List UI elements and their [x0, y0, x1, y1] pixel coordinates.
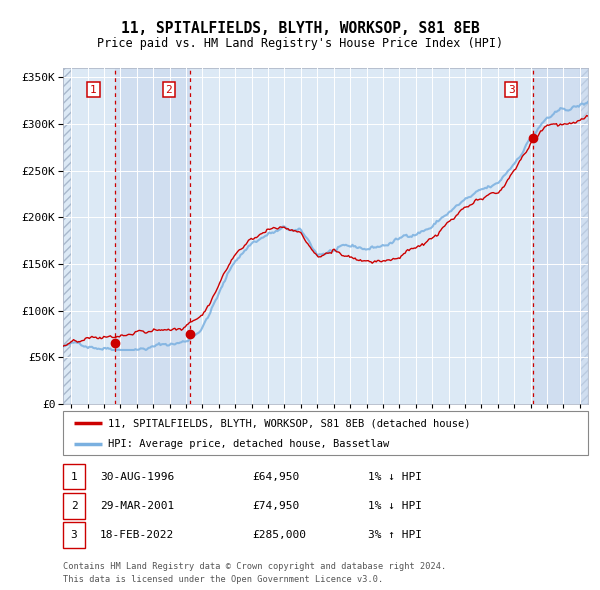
- Text: Contains HM Land Registry data © Crown copyright and database right 2024.: Contains HM Land Registry data © Crown c…: [63, 562, 446, 571]
- Text: This data is licensed under the Open Government Licence v3.0.: This data is licensed under the Open Gov…: [63, 575, 383, 584]
- Text: 11, SPITALFIELDS, BLYTH, WORKSOP, S81 8EB (detached house): 11, SPITALFIELDS, BLYTH, WORKSOP, S81 8E…: [107, 418, 470, 428]
- Text: 1% ↓ HPI: 1% ↓ HPI: [367, 471, 421, 481]
- Text: 3: 3: [508, 85, 515, 95]
- Text: 3% ↑ HPI: 3% ↑ HPI: [367, 530, 421, 540]
- Text: 30-AUG-1996: 30-AUG-1996: [100, 471, 174, 481]
- Text: 2: 2: [71, 501, 77, 511]
- Bar: [63, 493, 85, 519]
- Text: £285,000: £285,000: [252, 530, 306, 540]
- Bar: [115, 68, 190, 404]
- Text: 29-MAR-2001: 29-MAR-2001: [100, 501, 174, 511]
- Bar: [63, 464, 85, 490]
- Bar: [533, 68, 588, 404]
- Bar: [580, 68, 588, 404]
- Bar: [63, 522, 85, 548]
- Text: 11, SPITALFIELDS, BLYTH, WORKSOP, S81 8EB: 11, SPITALFIELDS, BLYTH, WORKSOP, S81 8E…: [121, 21, 479, 35]
- Text: HPI: Average price, detached house, Bassetlaw: HPI: Average price, detached house, Bass…: [107, 440, 389, 450]
- Text: 3: 3: [71, 530, 77, 540]
- Text: £64,950: £64,950: [252, 471, 299, 481]
- Text: 1: 1: [90, 85, 97, 95]
- Text: Price paid vs. HM Land Registry's House Price Index (HPI): Price paid vs. HM Land Registry's House …: [97, 37, 503, 50]
- Bar: [63, 68, 71, 404]
- Text: 18-FEB-2022: 18-FEB-2022: [100, 530, 174, 540]
- Text: £74,950: £74,950: [252, 501, 299, 511]
- Text: 1% ↓ HPI: 1% ↓ HPI: [367, 501, 421, 511]
- Text: 2: 2: [165, 85, 172, 95]
- Text: 1: 1: [71, 471, 77, 481]
